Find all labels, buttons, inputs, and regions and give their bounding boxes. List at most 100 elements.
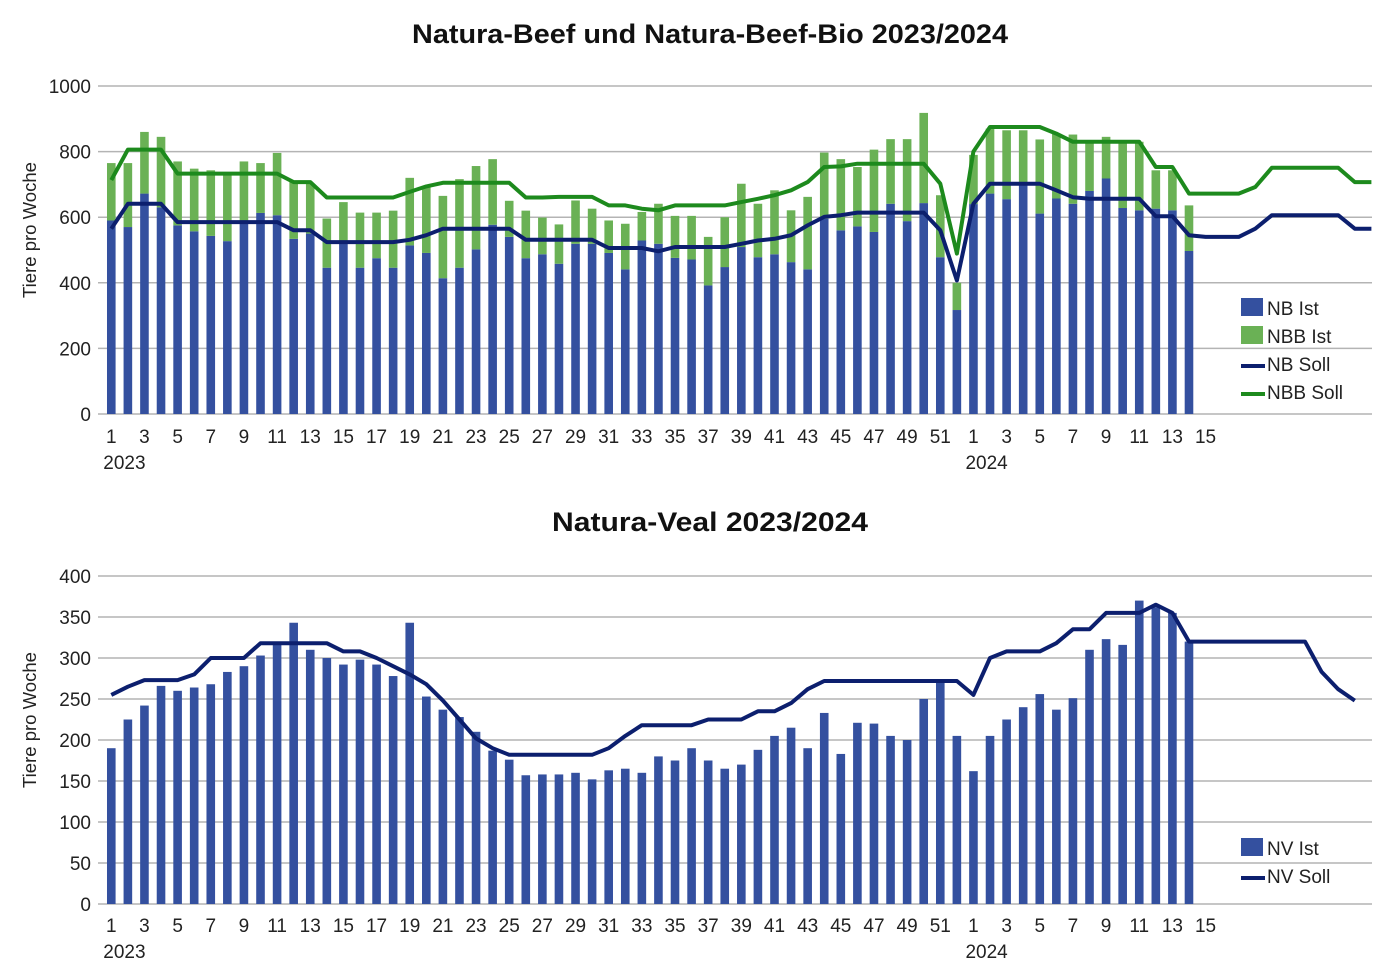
- x-tick-label: 15: [1195, 427, 1216, 448]
- bar-nv-ist: [206, 684, 216, 904]
- bar-nv-ist: [405, 622, 415, 904]
- x-tick-label: 11: [267, 427, 287, 448]
- x-tick-label: 17: [366, 916, 387, 937]
- bar-nbb-ist: [471, 166, 481, 250]
- x-tick-label: 21: [432, 916, 453, 937]
- bar-nv-ist: [737, 764, 746, 904]
- bar-nv-ist: [1134, 600, 1144, 904]
- x-tick-label: 1: [106, 427, 117, 448]
- bar-nb-ist: [289, 238, 298, 414]
- bar-nb-ist: [1085, 190, 1094, 414]
- bar-nv-ist: [322, 658, 332, 904]
- bar-nbb-ist: [1118, 141, 1127, 209]
- bar-nv-ist: [554, 774, 564, 904]
- chart-natura-beef: Natura-Beef und Natura-Beef-Bio 2023/202…: [20, 19, 1372, 474]
- bar-nv-ist: [339, 664, 348, 904]
- legend-swatch: [1241, 298, 1263, 316]
- x-tick-label: 33: [631, 427, 652, 448]
- x-tick-label: 11: [1129, 427, 1149, 448]
- bar-nbb-ist: [1068, 134, 1078, 204]
- bar-nv-ist: [969, 771, 978, 904]
- bar-nv-ist: [1085, 649, 1094, 904]
- bar-nv-ist: [803, 748, 812, 904]
- legend-label: NV Ist: [1267, 839, 1319, 860]
- bar-nv-ist: [770, 735, 779, 904]
- bar-nbb-ist: [521, 210, 531, 259]
- bar-nv-ist: [819, 712, 829, 904]
- bar-nbb-ist: [836, 159, 846, 231]
- bar-nb-ist: [322, 267, 332, 414]
- bar-nbb-ist: [720, 217, 730, 268]
- x-tick-label: 47: [863, 916, 884, 937]
- x-tick-label: 41: [764, 427, 785, 448]
- bar-nv-ist: [1018, 707, 1028, 904]
- y-tick-label: 100: [59, 813, 91, 834]
- bar-nv-ist: [985, 735, 995, 904]
- x-tick-label: 43: [797, 427, 818, 448]
- x-tick-label: 45: [830, 427, 851, 448]
- bar-nv-ist: [869, 723, 879, 904]
- bar-nv-ist: [106, 748, 116, 904]
- bar-nv-ist: [422, 696, 431, 904]
- bar-nb-ist: [504, 236, 514, 414]
- bar-nv-ist: [521, 775, 531, 904]
- bar-nb-ist: [886, 203, 895, 414]
- bar-nb-ist: [587, 243, 597, 414]
- bar-nv-ist: [173, 690, 182, 904]
- bar-nv-ist: [504, 759, 514, 904]
- bar-nv-ist: [189, 687, 199, 904]
- bar-nv-ist: [687, 748, 696, 904]
- y-tick-label: 0: [80, 895, 91, 916]
- y-tick-label: 250: [59, 690, 91, 711]
- x-tick-label: 39: [731, 916, 752, 937]
- bar-nb-ist: [620, 269, 630, 414]
- x-tick-label: 19: [399, 916, 420, 937]
- bar-nv-ist: [720, 768, 730, 904]
- legend: NB Ist NBB Ist NB Soll NBB Soll: [1241, 298, 1343, 404]
- bar-nb-ist: [703, 285, 713, 414]
- x-tick-label: 47: [863, 427, 884, 448]
- bar-nb-ist: [239, 220, 249, 414]
- legend-label: NB Soll: [1267, 355, 1330, 376]
- bar-nbb-ist: [571, 200, 580, 244]
- bar-nbb-ist: [1085, 141, 1094, 191]
- x-tick-label: 45: [830, 916, 851, 937]
- bar-nv-ist: [355, 659, 365, 904]
- bar-nbb-ist: [488, 159, 497, 225]
- bar-nb-ist: [405, 245, 415, 414]
- y-tick-label: 300: [59, 649, 91, 670]
- bar-nb-ist: [1002, 199, 1011, 414]
- bar-nbb-ist: [587, 208, 597, 244]
- y-tick-label: 50: [70, 854, 91, 875]
- x-tick-label: 5: [172, 427, 183, 448]
- bar-nb-ist: [670, 257, 680, 414]
- bar-nv-ist: [1168, 612, 1177, 904]
- bar-nbb-ist: [123, 163, 133, 228]
- bar-nb-ist: [106, 220, 116, 414]
- bar-nb-ist: [173, 225, 182, 414]
- bar-nb-ist: [455, 267, 464, 414]
- bar-nb-ist: [388, 267, 398, 414]
- bar-nbb-ist: [753, 203, 763, 258]
- bar-nv-ist: [1068, 698, 1078, 904]
- bar-nv-ist: [703, 760, 713, 904]
- bar-nbb-ist: [223, 175, 232, 242]
- x-tick-label: 27: [532, 916, 553, 937]
- x-tick-label: 29: [565, 427, 586, 448]
- legend-label: NBB Soll: [1267, 383, 1343, 404]
- bar-nb-ist: [952, 310, 962, 414]
- bar-nv-ist: [289, 622, 298, 904]
- bar-nb-ist: [753, 257, 763, 414]
- x-tick-label: 23: [465, 427, 486, 448]
- bar-nv-ist: [670, 760, 680, 904]
- x-tick-label: 49: [897, 427, 918, 448]
- bar-nbb-ist: [504, 200, 514, 237]
- bar-nbb-ist: [554, 224, 564, 264]
- x-tick-label: 11: [1129, 916, 1149, 937]
- x-tick-label: 49: [897, 916, 918, 937]
- x-tick-label: 5: [1034, 916, 1045, 937]
- legend-label: NBB Ist: [1267, 327, 1332, 348]
- bar-nv-ist: [571, 772, 580, 904]
- bar-nv-ist: [786, 727, 796, 904]
- x-tick-label: 37: [698, 916, 719, 937]
